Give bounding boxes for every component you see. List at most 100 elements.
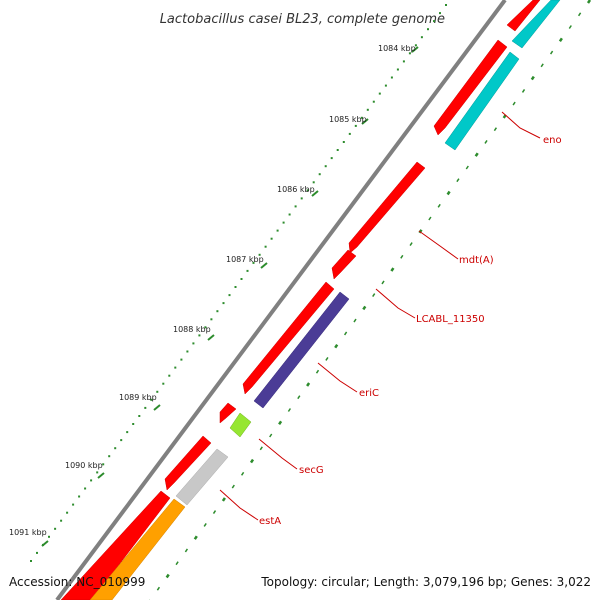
gene-forward-4[interactable] <box>219 402 237 424</box>
ruler-dot <box>144 406 147 409</box>
ruler-dot <box>390 76 393 79</box>
topology-text: Topology: circular; Length: 3,079,196 bp… <box>260 575 591 589</box>
ruler-dash <box>418 229 423 234</box>
ruler-dot <box>324 165 327 168</box>
gene-forward-3[interactable] <box>242 281 335 395</box>
ruler-dot <box>276 229 279 232</box>
gene-label-estA[interactable]: estA <box>259 516 281 527</box>
gene-forward-2[interactable] <box>433 39 508 136</box>
gene-label-eno[interactable]: eno <box>543 135 562 146</box>
ruler-dot <box>264 245 267 248</box>
kbp-scale: 1084 kbp 1085 kbp 1086 kbp 1087 kbp 1088… <box>9 44 419 547</box>
ruler-dash <box>165 573 170 579</box>
kbp-label-1088: 1088 kbp <box>173 325 211 334</box>
ruler-dash <box>409 242 413 247</box>
genome-backbone <box>55 0 507 600</box>
gene-grey-feature[interactable] <box>175 448 229 506</box>
ruler-dash <box>221 497 226 502</box>
ruler-dot <box>150 398 153 401</box>
ruler-dash <box>184 548 189 553</box>
ruler-dot <box>186 350 189 353</box>
ruler-dot <box>354 124 357 127</box>
gene-leader-lines <box>219 111 541 521</box>
kbp-tick <box>260 262 268 269</box>
gene-eno[interactable] <box>444 51 520 151</box>
ruler-dash <box>493 127 498 132</box>
ruler-dash <box>287 408 292 412</box>
leader-mdtA <box>418 230 459 260</box>
kbp-label-1086: 1086 kbp <box>277 185 315 194</box>
ruler-dot <box>402 60 405 63</box>
kbp-tick <box>361 118 369 125</box>
ruler-dash <box>297 395 301 400</box>
ruler-dash <box>381 280 385 285</box>
ruler-dot <box>408 52 411 55</box>
ruler-dash <box>315 369 320 374</box>
ruler-dot <box>294 205 297 208</box>
kbp-label-1090: 1090 kbp <box>65 461 103 470</box>
gene-forward-6[interactable] <box>60 490 171 600</box>
forward-strand-genes <box>60 0 541 600</box>
gene-labels: eno mdt(A) LCABL_11350 eriC secG estA <box>259 135 562 527</box>
gene-estA[interactable] <box>89 498 186 600</box>
ruler-dot <box>270 237 273 240</box>
gene-label-mdtA[interactable]: mdt(A) <box>459 255 494 266</box>
gene-forward-5[interactable] <box>164 435 212 491</box>
ruler-dot <box>30 560 32 562</box>
inner-ruler-ticks <box>149 0 592 600</box>
ruler-dot <box>372 100 375 103</box>
gene-mdtA[interactable] <box>348 161 426 254</box>
ruler-dot <box>342 141 345 143</box>
ruler-dot <box>90 479 93 482</box>
ruler-dot <box>60 519 63 522</box>
ruler-dot <box>240 278 243 280</box>
ruler-dot <box>204 326 207 329</box>
ruler-dot <box>306 189 309 192</box>
outer-ruler-dots <box>30 4 447 562</box>
gene-label-eriC[interactable]: eriC <box>359 388 379 399</box>
ruler-dot <box>36 551 38 554</box>
ruler-dash <box>203 522 207 527</box>
ruler-dot <box>168 374 171 377</box>
leader-secG <box>258 438 298 470</box>
ruler-dot <box>126 431 129 434</box>
ruler-dash <box>390 267 395 272</box>
gene-reverse-cyan-1[interactable] <box>511 0 561 49</box>
leader-LCABL-11350 <box>375 288 416 319</box>
gene-LCABL-11350[interactable] <box>331 249 357 280</box>
ruler-dash <box>278 420 283 425</box>
ruler-dash <box>240 471 245 476</box>
map-title: Lactobacillus casei BL23, complete genom… <box>160 12 445 27</box>
ruler-dash <box>484 139 488 144</box>
gene-forward-1[interactable] <box>506 0 541 32</box>
leader-estA <box>219 489 259 521</box>
ruler-dash <box>400 254 404 259</box>
kbp-tick <box>411 46 419 53</box>
ruler-dot <box>48 535 50 538</box>
ruler-dash <box>325 356 329 361</box>
ruler-dot <box>96 471 99 474</box>
ruler-dot <box>439 12 441 15</box>
ruler-dash <box>428 216 432 221</box>
kbp-label-1091: 1091 kbp <box>9 528 47 537</box>
gene-label-LCABL-11350[interactable]: LCABL_11350 <box>416 314 485 325</box>
ruler-dot <box>330 157 333 160</box>
ruler-dash <box>249 458 255 464</box>
gene-label-secG[interactable]: secG <box>299 465 324 476</box>
ruler-dot <box>288 213 291 216</box>
ruler-dot <box>120 439 123 442</box>
gene-secG[interactable] <box>229 412 252 438</box>
ruler-dot <box>414 44 417 47</box>
ruler-dot <box>366 108 369 111</box>
ruler-dash <box>512 101 516 106</box>
ruler-dot <box>252 261 255 264</box>
ruler-dash <box>474 152 479 157</box>
ruler-dash <box>269 433 273 438</box>
ruler-dot <box>360 116 363 119</box>
ruler-dot <box>300 197 303 200</box>
ruler-dot <box>445 4 447 6</box>
gene-eriC[interactable] <box>253 291 350 409</box>
ruler-dash <box>540 63 544 68</box>
ruler-dash <box>549 50 554 55</box>
